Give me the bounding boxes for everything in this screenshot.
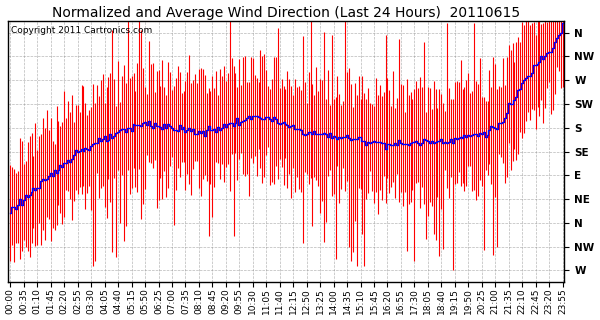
Title: Normalized and Average Wind Direction (Last 24 Hours)  20110615: Normalized and Average Wind Direction (L… (52, 5, 521, 20)
Text: Copyright 2011 Cartronics.com: Copyright 2011 Cartronics.com (11, 26, 152, 35)
